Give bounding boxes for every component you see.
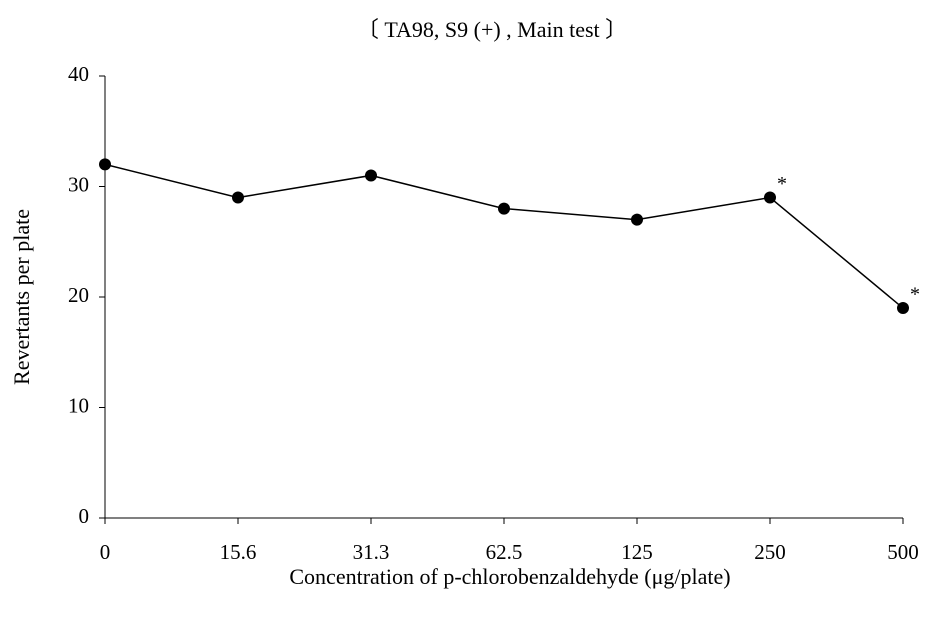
y-tick-label: 10: [68, 393, 89, 417]
marker: [232, 191, 244, 204]
marker: [631, 213, 643, 226]
annotation: *: [777, 173, 787, 195]
marker: [365, 169, 377, 182]
x-tick-label: 15.6: [220, 540, 257, 564]
x-axis-title: Concentration of p-chlorobenzaldehyde (μ…: [289, 564, 730, 589]
x-tick-label: 31.3: [353, 540, 390, 564]
x-tick-label: 125: [621, 540, 653, 564]
x-tick-label: 0: [100, 540, 111, 564]
marker: [498, 202, 510, 215]
annotation: *: [910, 284, 920, 306]
y-tick-label: 30: [68, 172, 89, 196]
y-tick-label: 40: [68, 62, 89, 86]
x-tick-label: 62.5: [486, 540, 523, 564]
marker: [764, 191, 776, 204]
chart-title: 〔 TA98, S9 (+) , Main test 〕: [357, 17, 627, 42]
x-tick-label: 250: [754, 540, 786, 564]
y-tick-label: 20: [68, 283, 89, 307]
x-tick-label: 500: [887, 540, 919, 564]
y-tick-label: 0: [79, 504, 90, 528]
marker: [99, 158, 111, 171]
y-axis-title: Revertants per plate: [9, 209, 34, 385]
marker: [897, 302, 909, 315]
